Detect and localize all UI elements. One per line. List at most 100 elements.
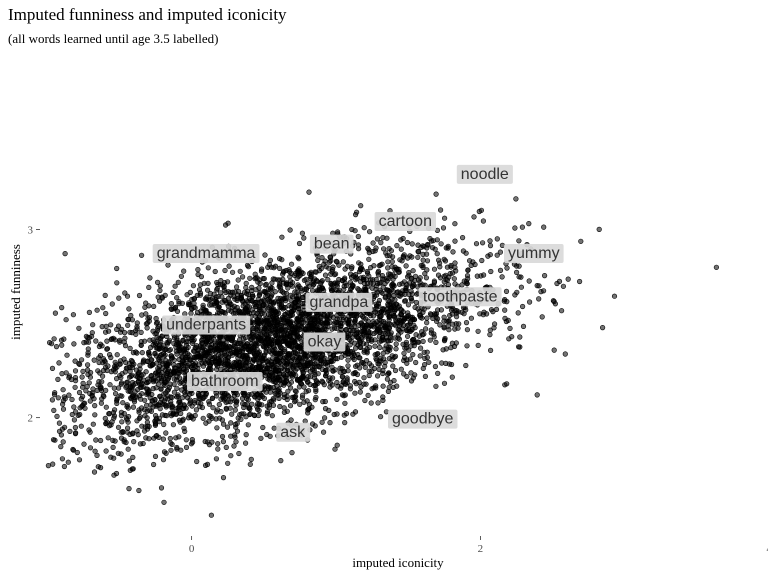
data-point: [209, 439, 215, 445]
data-point: [177, 347, 183, 353]
data-point: [534, 283, 540, 289]
data-point: [243, 280, 249, 287]
data-point: [541, 224, 547, 230]
data-point: [424, 315, 430, 321]
data-point: [330, 264, 336, 270]
data-point: [341, 393, 347, 399]
y-axis-title: imputed funniness: [8, 244, 23, 340]
data-point: [460, 235, 466, 241]
data-point: [277, 367, 283, 374]
data-point: [319, 419, 325, 425]
data-point: [181, 361, 187, 367]
data-point: [153, 315, 159, 322]
data-point: [551, 298, 557, 305]
data-point: [294, 297, 300, 303]
data-point: [205, 280, 211, 287]
data-point: [67, 428, 73, 435]
data-point: [153, 378, 159, 384]
data-point: [60, 439, 66, 445]
data-point: [286, 381, 292, 387]
data-point: [188, 310, 194, 317]
data-point: [112, 337, 118, 343]
data-point: [210, 405, 216, 411]
data-point: [311, 322, 317, 328]
data-point: [46, 340, 53, 346]
x-tick-label: 2: [478, 543, 484, 555]
data-point: [452, 326, 458, 332]
x-axis-ticks: 024: [189, 536, 768, 555]
data-point: [450, 249, 456, 255]
data-point: [102, 364, 109, 371]
data-point: [565, 276, 571, 282]
data-point: [326, 377, 332, 384]
data-point: [193, 407, 199, 413]
data-point: [435, 316, 441, 322]
data-point: [356, 287, 362, 293]
data-point: [420, 365, 426, 372]
data-point: [195, 267, 201, 273]
data-point: [464, 327, 471, 333]
data-point: [136, 407, 142, 413]
data-point: [117, 339, 123, 345]
data-point: [118, 380, 125, 386]
data-point: [139, 252, 145, 258]
data-point: [430, 245, 436, 251]
data-point: [713, 264, 720, 270]
data-point: [316, 268, 323, 274]
data-point: [252, 412, 258, 419]
data-point: [263, 293, 269, 299]
data-point: [267, 257, 274, 264]
data-point: [347, 279, 354, 285]
data-point: [55, 376, 61, 383]
data-point: [386, 246, 392, 252]
data-point: [93, 338, 99, 344]
data-point: [289, 309, 295, 315]
data-point: [392, 367, 399, 374]
data-point: [215, 407, 221, 413]
data-point: [129, 466, 135, 472]
data-point: [431, 278, 438, 284]
data-point: [214, 425, 220, 431]
data-point: [463, 320, 470, 326]
data-point: [233, 359, 240, 365]
data-point: [217, 358, 223, 364]
word-label-ask: ask: [276, 422, 311, 442]
data-point: [134, 320, 140, 326]
data-point: [398, 319, 404, 325]
data-point: [248, 456, 254, 463]
data-point: [215, 305, 221, 312]
data-point: [259, 333, 265, 339]
data-point: [368, 265, 374, 271]
data-point: [74, 449, 80, 456]
data-point: [329, 326, 335, 332]
data-point: [225, 355, 231, 361]
data-point: [125, 446, 131, 452]
data-point: [268, 398, 275, 405]
data-point: [218, 366, 224, 372]
data-point: [198, 400, 204, 407]
data-point: [410, 268, 416, 274]
data-point: [328, 271, 334, 277]
data-point: [91, 357, 97, 363]
data-point: [225, 399, 231, 405]
data-point: [49, 397, 56, 403]
data-point: [134, 428, 140, 434]
data-point: [480, 218, 487, 224]
data-point: [140, 440, 146, 447]
data-point: [401, 371, 407, 377]
data-point: [433, 339, 439, 346]
data-point: [308, 360, 314, 366]
data-point: [138, 329, 144, 336]
data-point: [96, 379, 102, 385]
data-point: [441, 325, 447, 331]
data-point: [491, 325, 497, 331]
data-point: [374, 351, 380, 357]
data-point: [173, 341, 179, 348]
data-point: [297, 344, 303, 350]
data-point: [443, 360, 449, 367]
data-point: [325, 323, 331, 330]
data-point: [71, 404, 77, 410]
data-point: [424, 245, 430, 251]
data-point: [228, 453, 234, 459]
word-label-text: bathroom: [191, 373, 259, 390]
